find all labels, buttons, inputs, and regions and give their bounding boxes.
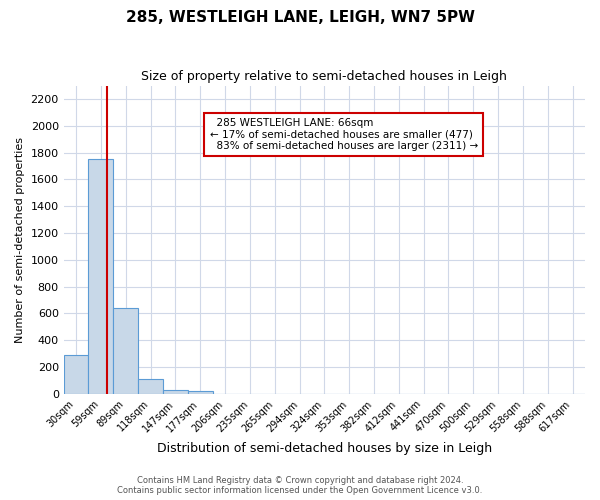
- Bar: [88, 160, 113, 394]
- Text: 285, WESTLEIGH LANE, LEIGH, WN7 5PW: 285, WESTLEIGH LANE, LEIGH, WN7 5PW: [125, 10, 475, 25]
- Bar: [188, 390, 212, 394]
- Text: Contains HM Land Registry data © Crown copyright and database right 2024.
Contai: Contains HM Land Registry data © Crown c…: [118, 476, 482, 495]
- Title: Size of property relative to semi-detached houses in Leigh: Size of property relative to semi-detach…: [142, 70, 507, 83]
- Y-axis label: Number of semi-detached properties: Number of semi-detached properties: [15, 136, 25, 342]
- Bar: [64, 355, 88, 394]
- Bar: [138, 379, 163, 394]
- Bar: [163, 390, 188, 394]
- Bar: [113, 308, 138, 394]
- X-axis label: Distribution of semi-detached houses by size in Leigh: Distribution of semi-detached houses by …: [157, 442, 492, 455]
- Text: 285 WESTLEIGH LANE: 66sqm
← 17% of semi-detached houses are smaller (477)
  83% : 285 WESTLEIGH LANE: 66sqm ← 17% of semi-…: [209, 118, 478, 151]
